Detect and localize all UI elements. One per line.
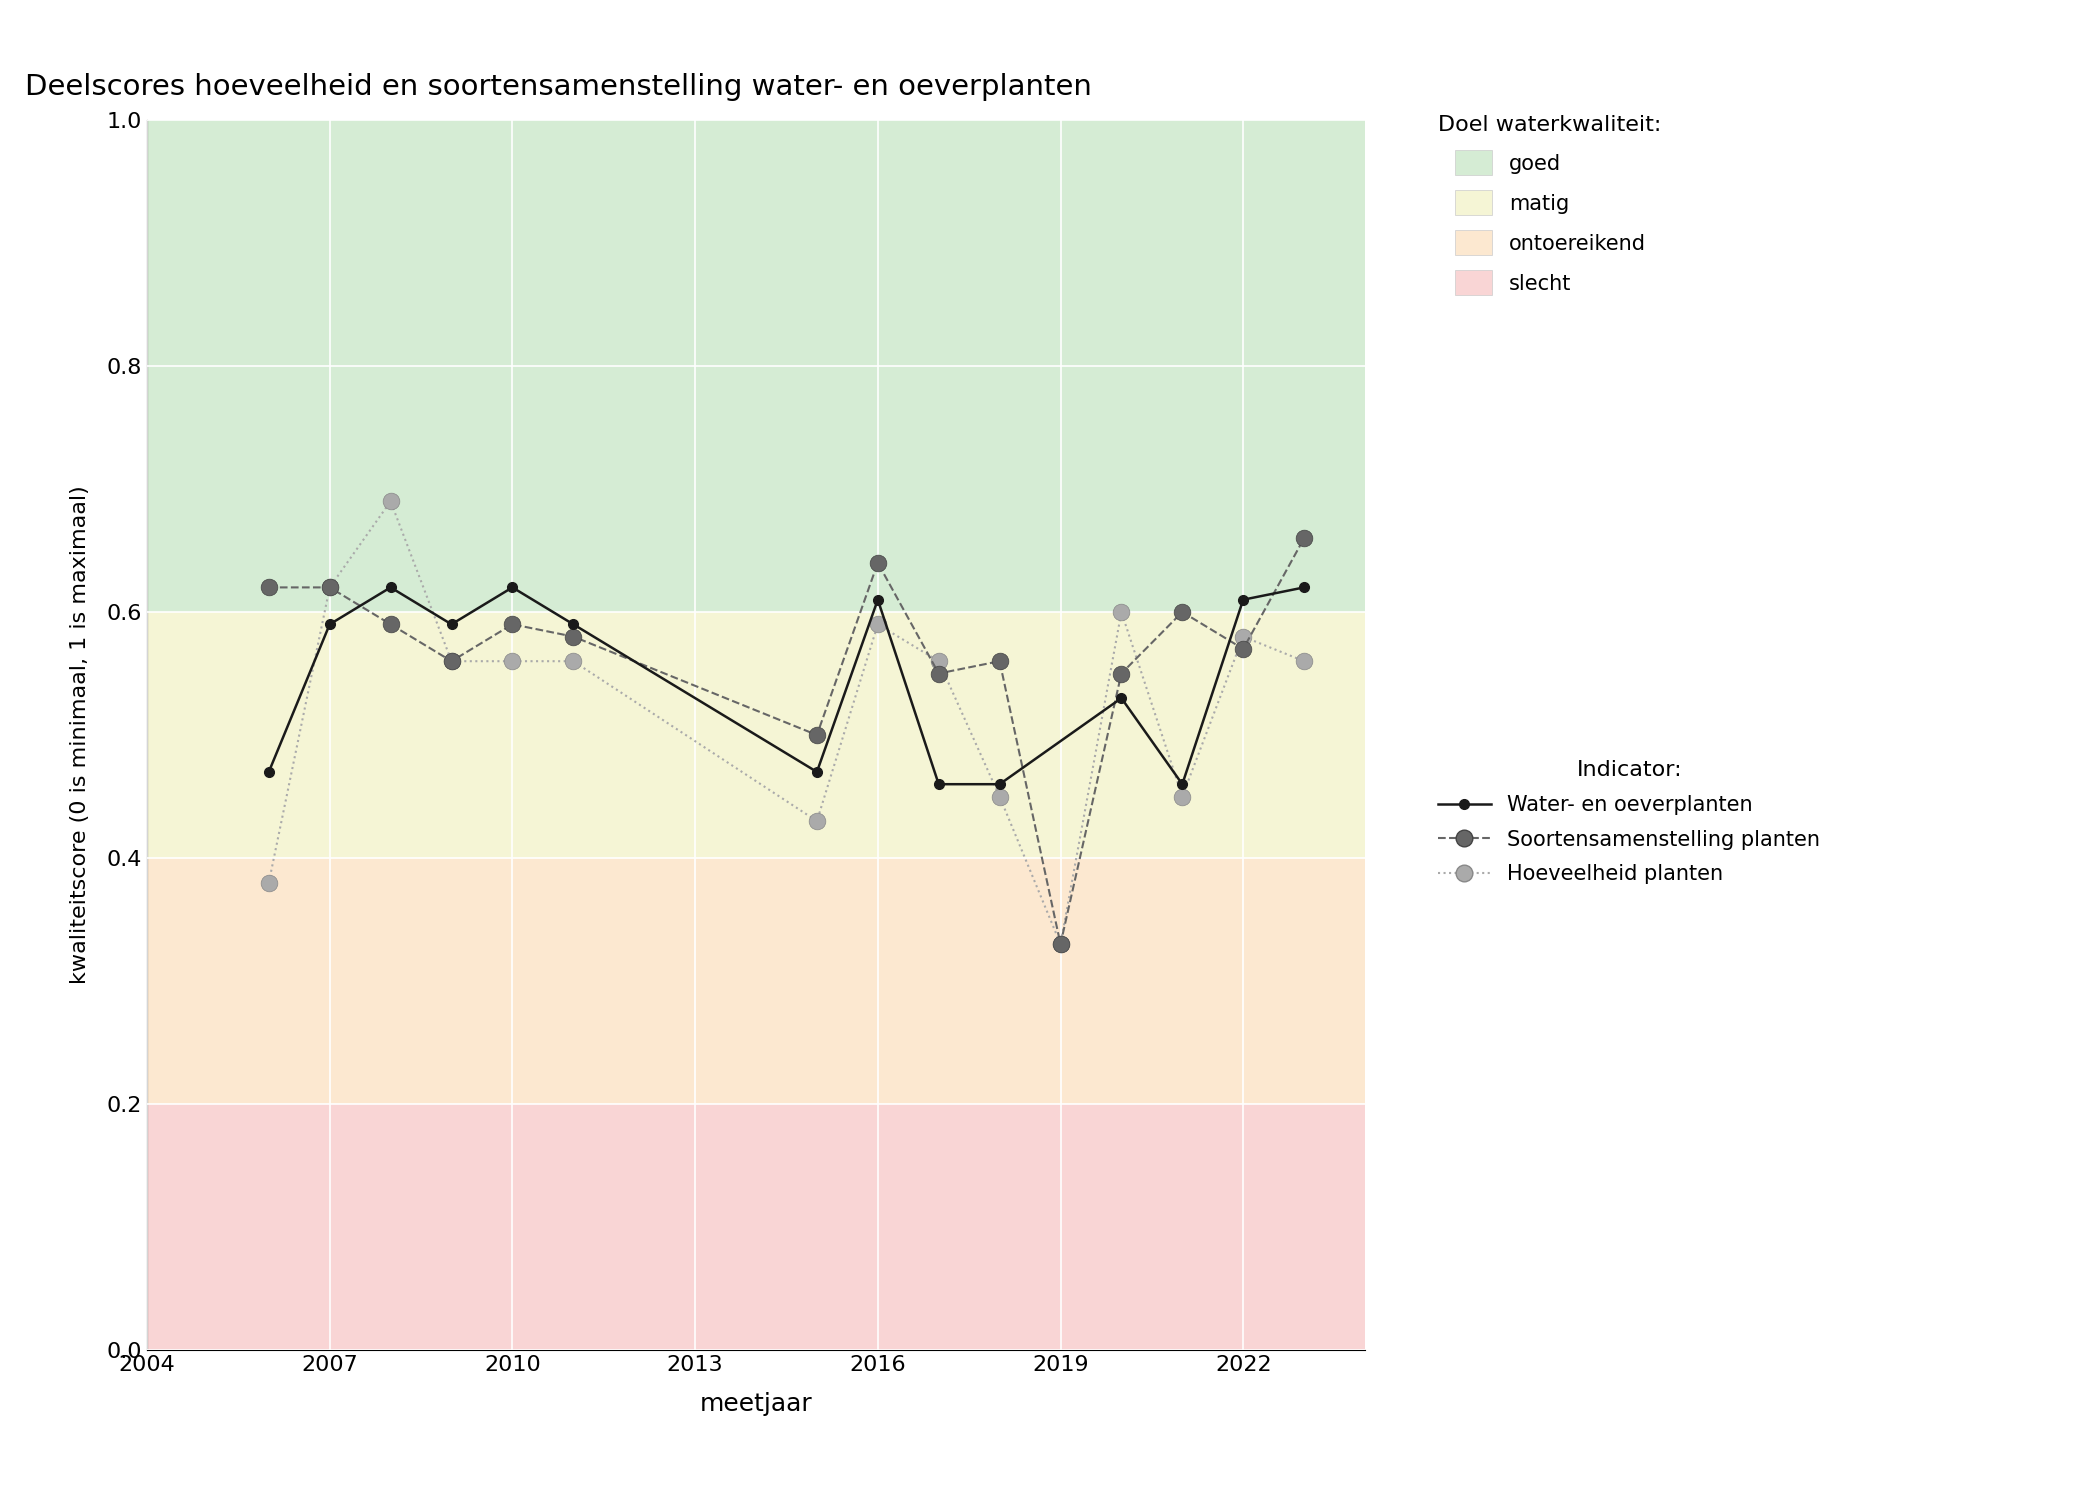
Soortensamenstelling planten (500, 615, 525, 633)
Water- en oeverplanten (256, 764, 281, 782)
Hoeveelheid planten (926, 652, 951, 670)
Hoeveelheid planten (500, 652, 525, 670)
Soortensamenstelling planten (926, 664, 951, 682)
Hoeveelheid planten (987, 788, 1012, 806)
Water- en oeverplanten (378, 579, 403, 597)
Bar (147, 858, 1365, 1104)
Soortensamenstelling planten (804, 726, 830, 744)
Soortensamenstelling planten (256, 579, 281, 597)
Water- en oeverplanten (804, 764, 830, 782)
Legend: goed, matig, ontoereikend, slecht: goed, matig, ontoereikend, slecht (1438, 116, 1661, 296)
Hoeveelheid planten (865, 615, 890, 633)
Water- en oeverplanten (987, 776, 1012, 794)
Soortensamenstelling planten (1170, 603, 1195, 621)
Hoeveelheid planten (317, 579, 342, 597)
Soortensamenstelling planten (987, 652, 1012, 670)
Hoeveelheid planten (256, 873, 281, 891)
Soortensamenstelling planten (1048, 934, 1073, 952)
Soortensamenstelling planten (561, 627, 586, 645)
Line: Soortensamenstelling planten: Soortensamenstelling planten (260, 530, 1312, 952)
Hoeveelheid planten (1292, 652, 1317, 670)
Bar (147, 612, 1365, 858)
Legend: Water- en oeverplanten, Soortensamenstelling planten, Hoeveelheid planten: Water- en oeverplanten, Soortensamenstel… (1438, 760, 1821, 884)
Text: Deelscores hoeveelheid en soortensamenstelling water- en oeverplanten: Deelscores hoeveelheid en soortensamenst… (25, 74, 1092, 100)
Bar (147, 120, 1365, 612)
Hoeveelheid planten (1231, 627, 1256, 645)
Hoeveelheid planten (804, 812, 830, 830)
Soortensamenstelling planten (1231, 640, 1256, 658)
Hoeveelheid planten (1170, 788, 1195, 806)
Y-axis label: kwaliteitscore (0 is minimaal, 1 is maximaal): kwaliteitscore (0 is minimaal, 1 is maxi… (69, 486, 90, 984)
Hoeveelheid planten (378, 492, 403, 510)
Water- en oeverplanten (439, 615, 464, 633)
Water- en oeverplanten (1292, 579, 1317, 597)
Water- en oeverplanten (926, 776, 951, 794)
Bar (147, 1104, 1365, 1350)
Water- en oeverplanten (865, 591, 890, 609)
Soortensamenstelling planten (378, 615, 403, 633)
Soortensamenstelling planten (439, 652, 464, 670)
Line: Water- en oeverplanten: Water- en oeverplanten (265, 582, 1308, 789)
Water- en oeverplanten (1231, 591, 1256, 609)
Water- en oeverplanten (500, 579, 525, 597)
Soortensamenstelling planten (865, 554, 890, 572)
X-axis label: meetjaar: meetjaar (699, 1392, 813, 1416)
Soortensamenstelling planten (1292, 530, 1317, 548)
Water- en oeverplanten (1109, 688, 1134, 706)
Water- en oeverplanten (561, 615, 586, 633)
Soortensamenstelling planten (317, 579, 342, 597)
Line: Hoeveelheid planten: Hoeveelheid planten (260, 494, 1312, 952)
Hoeveelheid planten (1048, 934, 1073, 952)
Hoeveelheid planten (439, 652, 464, 670)
Water- en oeverplanten (1170, 776, 1195, 794)
Soortensamenstelling planten (1109, 664, 1134, 682)
Hoeveelheid planten (1109, 603, 1134, 621)
Hoeveelheid planten (561, 652, 586, 670)
Water- en oeverplanten (317, 615, 342, 633)
